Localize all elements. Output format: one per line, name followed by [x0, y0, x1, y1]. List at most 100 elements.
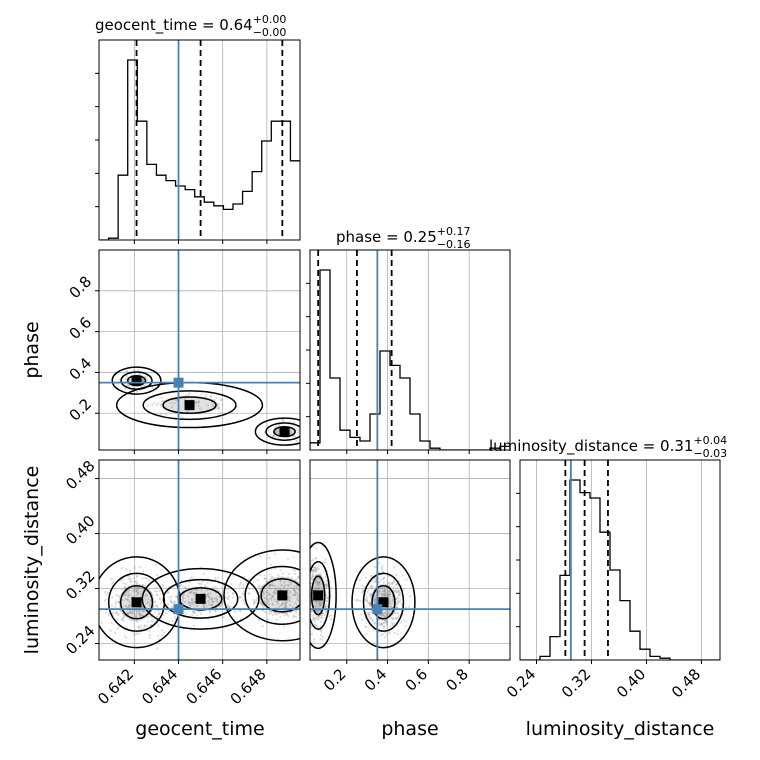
scatter-point	[315, 568, 318, 572]
scatter-point	[158, 610, 161, 613]
panel-frame	[98, 249, 301, 451]
scatter-point	[287, 592, 291, 595]
scatter-point	[128, 575, 131, 578]
scatter-point	[173, 402, 176, 405]
scatter-point	[128, 603, 131, 607]
scatter-point	[187, 601, 190, 605]
scatter-point	[141, 379, 144, 382]
scatter-point	[200, 582, 203, 586]
scatter-point	[189, 604, 192, 607]
scatter-point	[161, 585, 165, 588]
scatter-point	[232, 592, 235, 595]
scatter-point	[329, 618, 332, 621]
scatter-point	[276, 600, 279, 604]
scatter-point	[288, 599, 291, 603]
scatter-point	[386, 613, 389, 617]
scatter-point	[195, 604, 198, 607]
scatter-point	[239, 609, 242, 612]
scatter-point	[157, 638, 160, 641]
scatter-point	[131, 611, 134, 614]
scatter-point	[144, 576, 147, 580]
scatter-point	[129, 618, 132, 621]
contour-line	[260, 578, 300, 613]
scatter-point	[272, 435, 275, 438]
scatter-point	[398, 591, 401, 595]
scatter-point	[374, 595, 377, 598]
scatter-point	[282, 420, 285, 423]
scatter-point	[321, 561, 325, 564]
scatter-point	[295, 598, 299, 601]
scatter-point	[207, 600, 210, 603]
scatter-point	[181, 597, 185, 601]
scatter-point	[365, 633, 368, 636]
contour-line	[310, 541, 337, 650]
scatter-point	[307, 577, 309, 579]
scatter-point	[320, 616, 323, 619]
scatter-point	[293, 594, 296, 597]
scatter-point	[135, 575, 138, 578]
scatter-point	[259, 555, 262, 558]
scatter-point	[184, 612, 187, 615]
scatter-point	[148, 634, 152, 637]
xtick-label-luminosity_distance: 0.48	[668, 665, 704, 701]
scatter-point	[226, 603, 229, 606]
scatter-point	[320, 614, 323, 617]
scatter-point	[282, 585, 286, 588]
scatter-point	[385, 613, 388, 616]
scatter-point	[283, 585, 286, 589]
scatter-point	[125, 636, 128, 640]
scatter-point	[136, 591, 139, 595]
scatter-point	[321, 635, 324, 639]
scatter-point	[153, 401, 156, 405]
scatter-point	[271, 584, 274, 587]
scatter-point	[340, 615, 342, 617]
scatter-point	[117, 612, 120, 616]
scatter-point	[394, 617, 397, 620]
scatter-point	[395, 612, 398, 615]
scatter-point	[320, 630, 323, 633]
scatter-point	[231, 592, 235, 595]
scatter-point	[141, 577, 144, 580]
contour-line	[310, 575, 326, 616]
scatter-point	[368, 602, 372, 605]
scatter-point	[275, 600, 278, 604]
scatter-point	[159, 601, 162, 605]
scatter-point	[104, 590, 107, 594]
scatter-point	[214, 610, 217, 613]
contour-line	[162, 396, 217, 415]
scatter-point	[188, 591, 192, 595]
scatter-point	[227, 606, 230, 609]
scatter-point	[307, 603, 309, 605]
scatter-point	[318, 581, 321, 585]
scatter-point	[314, 580, 317, 584]
scatter-point	[141, 588, 144, 592]
scatter-point	[206, 404, 210, 407]
scatter-point	[136, 591, 139, 594]
scatter-point	[136, 620, 139, 623]
scatter-point	[220, 615, 223, 618]
scatter-point	[402, 619, 406, 622]
scatter-point	[276, 429, 280, 432]
scatter-point	[138, 613, 141, 616]
scatter-point	[252, 598, 255, 601]
scatter-point	[365, 625, 368, 628]
scatter-point	[392, 581, 395, 584]
scatter-point	[311, 569, 314, 572]
scatter-point	[307, 606, 309, 608]
scatter-point	[199, 407, 202, 410]
scatter-point	[395, 583, 399, 586]
scatter-point	[288, 598, 291, 602]
scatter-point	[378, 622, 381, 625]
scatter-point	[202, 606, 206, 609]
scatter-point	[391, 624, 394, 627]
scatter-point	[111, 595, 114, 599]
density-peak	[131, 375, 142, 386]
scatter-point	[392, 585, 395, 588]
scatter-point	[390, 621, 393, 624]
scatter-point	[319, 603, 323, 606]
scatter-point	[167, 585, 170, 588]
scatter-point	[383, 593, 386, 596]
scatter-point	[284, 579, 287, 582]
scatter-point	[289, 586, 292, 589]
scatter-point	[148, 630, 151, 633]
